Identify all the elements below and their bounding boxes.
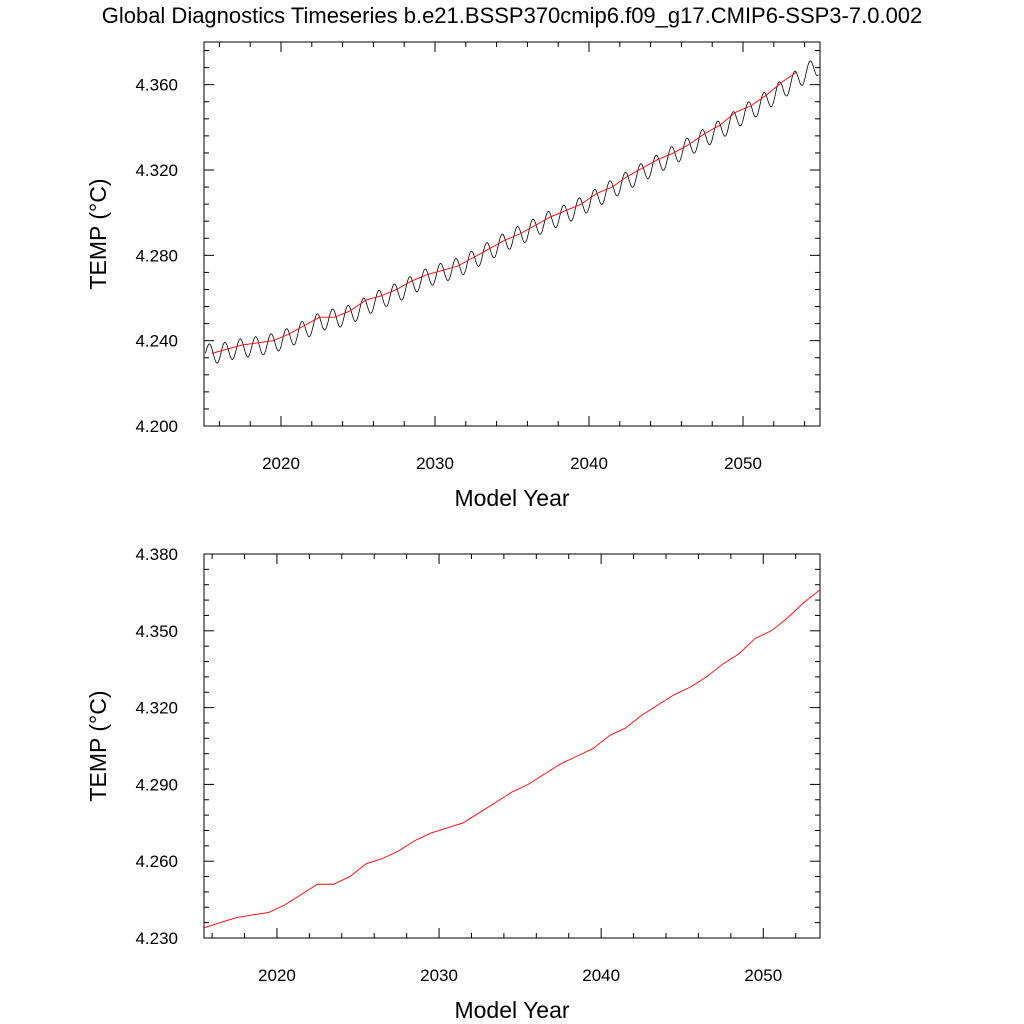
y-axis-title: TEMP (°C) <box>85 691 111 802</box>
x-tick-label: 2030 <box>420 966 458 985</box>
x-tick-label: 2040 <box>582 966 620 985</box>
y-tick-label: 4.260 <box>135 852 178 871</box>
y-tick-label: 4.350 <box>135 622 178 641</box>
figure-title: Global Diagnostics Timeseries b.e21.BSSP… <box>102 3 923 28</box>
plot-area <box>204 589 820 929</box>
x-axis-title: Model Year <box>454 997 569 1023</box>
y-tick-label: 4.290 <box>135 775 178 794</box>
annual-mean-temp-series-line <box>204 589 820 929</box>
top-timeseries-panel: 2020 2030 2040 2050 4.200 4.240 4.280 4.320 4.36… <box>85 41 821 511</box>
x-tick-label: 2020 <box>258 966 296 985</box>
y-tick-label: 4.200 <box>135 417 178 436</box>
x-tick-label: 2050 <box>724 454 762 473</box>
y-tick-label: 4.360 <box>135 76 178 95</box>
y-tick-label: 4.240 <box>135 332 178 351</box>
plot-frame <box>203 553 821 939</box>
x-axis-title: Model Year <box>454 485 569 511</box>
x-tick-label: 2020 <box>262 454 300 473</box>
y-tick-label: 4.320 <box>135 161 178 180</box>
bottom-timeseries-panel: 2020 2030 2040 2050 4.230 4.260 4.290 4.320 4.35… <box>85 545 821 1023</box>
x-tick-label: 2050 <box>744 966 782 985</box>
y-tick-label: 4.320 <box>135 699 178 718</box>
x-tick-label: 2030 <box>416 454 454 473</box>
y-tick-label: 4.380 <box>135 545 178 564</box>
y-tick-label: 4.280 <box>135 246 178 265</box>
plot-area <box>205 60 819 364</box>
x-tick-label: 2040 <box>570 454 608 473</box>
plot-frame <box>203 41 821 427</box>
y-axis-title: TEMP (°C) <box>85 179 111 290</box>
y-tick-label: 4.230 <box>135 929 178 948</box>
annual-mean-temp-series-line <box>211 71 798 354</box>
monthly-temp-series-line <box>205 60 819 364</box>
